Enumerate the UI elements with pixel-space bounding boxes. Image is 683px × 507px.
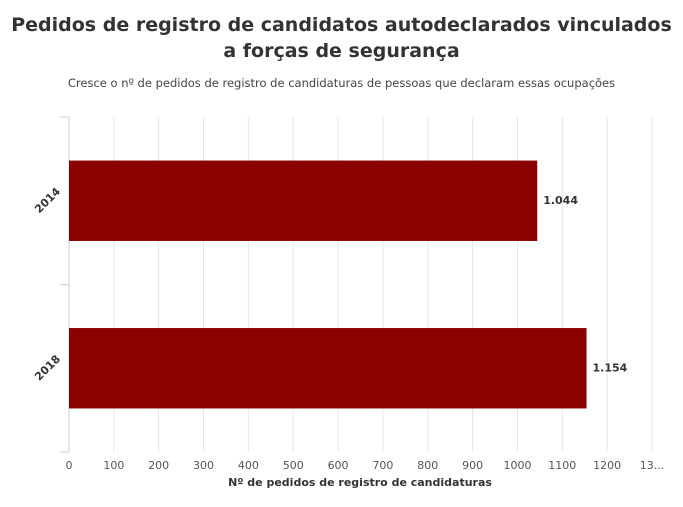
x-tick-label: 1200 (593, 459, 621, 472)
data-label: 1.154 (593, 361, 628, 374)
y-tick-label: 2018 (32, 352, 63, 383)
x-tick-label: 0 (66, 459, 73, 472)
bar (69, 328, 587, 409)
x-tick-label: 600 (328, 459, 349, 472)
x-tick-label: 500 (283, 459, 304, 472)
x-axis-label: Nº de pedidos de registro de candidatura… (228, 476, 492, 489)
chart-title: Pedidos de registro de candidatos autode… (11, 14, 672, 62)
x-tick-label: 700 (372, 459, 393, 472)
x-tick-label: 100 (103, 459, 124, 472)
x-tick-label: 900 (462, 459, 483, 472)
x-tick-label: 800 (417, 459, 438, 472)
y-tick-label: 2014 (32, 185, 63, 216)
x-tick-label: 1100 (548, 459, 576, 472)
x-tick-label: 13... (640, 459, 665, 472)
x-tick-label: 300 (193, 459, 214, 472)
data-label: 1.044 (543, 194, 578, 207)
chart-subtitle: Cresce o nº de pedidos de registro de ca… (67, 76, 616, 90)
bar (69, 160, 538, 241)
x-tick-label: 200 (148, 459, 169, 472)
x-tick-label: 400 (238, 459, 259, 472)
x-tick-label: 1000 (503, 459, 531, 472)
